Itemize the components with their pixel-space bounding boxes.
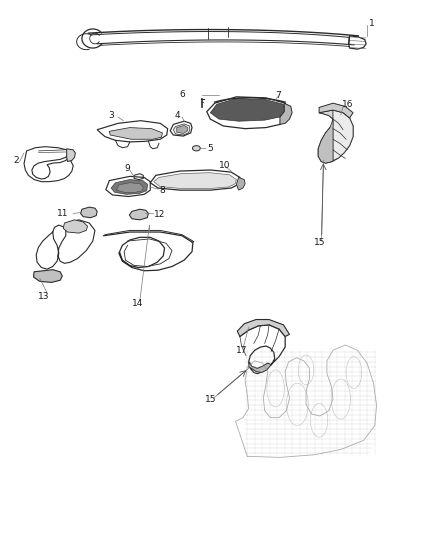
Ellipse shape (192, 146, 200, 151)
Text: 12: 12 (154, 210, 165, 219)
Polygon shape (210, 99, 285, 121)
Text: 2: 2 (14, 156, 19, 165)
Polygon shape (177, 125, 187, 133)
Text: 4: 4 (175, 111, 180, 120)
Polygon shape (280, 103, 292, 124)
Polygon shape (67, 149, 75, 161)
Polygon shape (319, 103, 353, 118)
Text: 3: 3 (108, 111, 114, 120)
Text: 17: 17 (236, 346, 247, 355)
Text: 13: 13 (39, 292, 50, 301)
Polygon shape (34, 270, 62, 282)
Text: 11: 11 (57, 209, 69, 218)
Text: 16: 16 (342, 100, 353, 109)
Polygon shape (318, 119, 333, 163)
Polygon shape (319, 110, 333, 119)
Polygon shape (333, 110, 353, 160)
Polygon shape (237, 319, 290, 336)
Text: 7: 7 (276, 91, 281, 100)
Text: 14: 14 (132, 299, 143, 308)
Polygon shape (81, 207, 97, 217)
Text: 8: 8 (159, 185, 165, 195)
Polygon shape (154, 173, 237, 189)
Polygon shape (110, 127, 162, 139)
Text: 1: 1 (369, 19, 375, 28)
Text: 15: 15 (314, 238, 325, 247)
Polygon shape (129, 209, 148, 220)
Polygon shape (237, 177, 245, 190)
Text: 5: 5 (207, 144, 212, 154)
Text: 9: 9 (124, 165, 130, 173)
Polygon shape (249, 362, 271, 373)
Polygon shape (173, 124, 190, 135)
Polygon shape (111, 180, 148, 195)
Text: 10: 10 (219, 161, 230, 170)
Text: 15: 15 (205, 394, 216, 403)
Polygon shape (117, 183, 143, 192)
Text: 6: 6 (179, 90, 185, 99)
Polygon shape (63, 220, 88, 233)
